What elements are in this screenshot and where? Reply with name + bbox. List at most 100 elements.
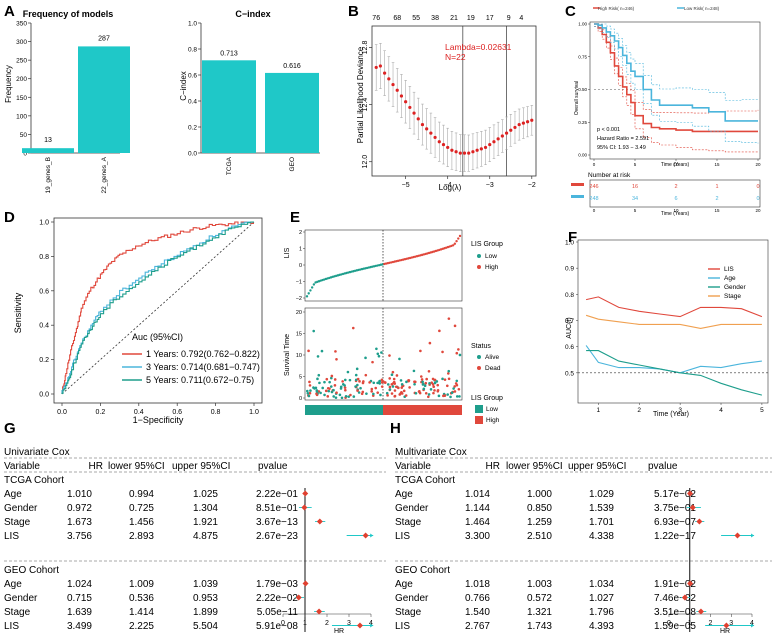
uni-cell-hr: 3.756 [67, 531, 92, 542]
uni-hr-marker [356, 622, 363, 629]
risk-score-ytick-label: 0 [299, 263, 302, 269]
survival-point [441, 377, 444, 381]
auc-line-1 [585, 345, 762, 374]
survival-point [312, 329, 316, 333]
uni-cell-pvalue: 3.67e−13 [256, 517, 298, 528]
uni-cell-upper: 1.899 [193, 607, 218, 618]
km-xtick-label: 15 [714, 162, 720, 167]
survival-point [314, 386, 318, 390]
risk-count-high: 16 [632, 184, 638, 190]
survival-point [305, 389, 309, 393]
survival-point [380, 385, 384, 388]
auc-xtick-label: 5 [760, 407, 764, 414]
multi-cell-variable: Gender [395, 593, 429, 604]
roc-ytick-label: 0.8 [39, 254, 49, 261]
uni-axis-tick-label: 2 [325, 620, 329, 627]
lasso-point [446, 145, 450, 150]
risk-strata-low [571, 195, 584, 198]
multi-axis-tick-label: 0 [667, 620, 671, 627]
uni-cell-hr: 0.715 [67, 593, 92, 604]
lasso-point [462, 151, 467, 155]
risk-xtick-label: 20 [755, 208, 761, 213]
km-xtick-label: 20 [755, 162, 761, 167]
uni-cell-pvalue: 2.22e−02 [256, 593, 298, 604]
survival-point [455, 351, 459, 355]
survival-point [425, 377, 428, 381]
lasso-point [404, 100, 408, 104]
survival-point [365, 392, 368, 395]
survival-point [453, 390, 457, 393]
cindex-ytick-label: 0.8 [188, 47, 197, 54]
survival-point [418, 389, 421, 393]
roc-legend-5y: 5 Years: 0.711(0.672−0.75) [146, 375, 254, 385]
cindex-bar-1 [265, 72, 319, 153]
panel-label-f: F [568, 229, 577, 246]
uni-ci-arrow [370, 533, 374, 538]
survival-point [316, 355, 320, 358]
km-xtick-label: 5 [634, 162, 637, 167]
survival-point [307, 394, 311, 398]
survival-point [454, 382, 458, 385]
uni-cell-hr: 1.673 [67, 517, 92, 528]
survival-point [356, 383, 359, 387]
survival-point [356, 377, 360, 381]
multi-cell-hr: 1.144 [465, 503, 490, 514]
multi-cell-lower: 1.259 [527, 517, 552, 528]
survival-point [437, 394, 441, 398]
lasso-top-tick-label: 38 [431, 15, 439, 22]
multi-cell-upper: 1.701 [589, 517, 614, 528]
survival-point [436, 383, 440, 387]
survival-point [354, 378, 358, 382]
status-legend-dead: Dead [485, 365, 501, 372]
lasso-point [433, 135, 437, 140]
uni-cell-variable: Stage [4, 517, 31, 528]
survival-point [399, 379, 403, 382]
uni-cell-variable: Age [4, 489, 22, 500]
survival-point [438, 329, 441, 333]
uni-hr-label: HR [334, 628, 344, 635]
survival-point [382, 380, 385, 383]
status-legend-dead-dot [477, 366, 481, 370]
uni-cell-hr: 0.972 [67, 503, 92, 514]
survival-scatter-frame [304, 307, 463, 401]
lasso-point [420, 122, 425, 127]
survival-point [413, 380, 416, 384]
multi-cell-hr: 1.540 [465, 607, 490, 618]
uni-hr-marker [316, 518, 323, 525]
survival-point [332, 395, 335, 398]
survival-point [361, 390, 365, 394]
survival-ytick-label: 5 [299, 375, 302, 381]
survival-point [351, 326, 355, 330]
uni-cell-upper: 5.504 [193, 621, 218, 632]
multi-cell-lower: 1.000 [527, 489, 552, 500]
multi-ci-arrow [751, 533, 755, 538]
survival-point [390, 392, 394, 395]
cindex-xtick-label: GEO [289, 157, 296, 171]
lasso-point [458, 151, 462, 155]
lasso-ylabel: Partial Likelihood Deviance [356, 46, 365, 143]
survival-point [388, 388, 392, 391]
survival-point [338, 393, 342, 397]
survival-point [431, 383, 435, 386]
lasso-top-tick-label: 76 [372, 15, 380, 22]
risk-score-point [309, 289, 312, 292]
panel-label-c: C [565, 3, 576, 20]
uni-cell-hr: 1.639 [67, 607, 92, 618]
panel-label-e: E [290, 209, 300, 226]
uni-header-upper: upper 95%CI [172, 461, 230, 472]
survival-point [339, 385, 343, 389]
uni-header-hr: HR [89, 461, 103, 472]
survival-point [364, 373, 368, 377]
panel-label-a: A [4, 3, 15, 20]
multi-cell-upper: 4.338 [589, 531, 614, 542]
lasso-top-tick-label: 9 [507, 15, 511, 22]
uni-cell-upper: 1.921 [193, 517, 218, 528]
uni-hr-marker [302, 580, 309, 587]
survival-point [433, 378, 437, 382]
survival-point [420, 378, 424, 381]
survival-time-ylabel: Survival Time [284, 334, 291, 376]
risk-count-low: 34 [632, 196, 638, 202]
multi-cell-pvalue: 3.51e−08 [654, 607, 696, 618]
lasso-point [383, 71, 387, 75]
